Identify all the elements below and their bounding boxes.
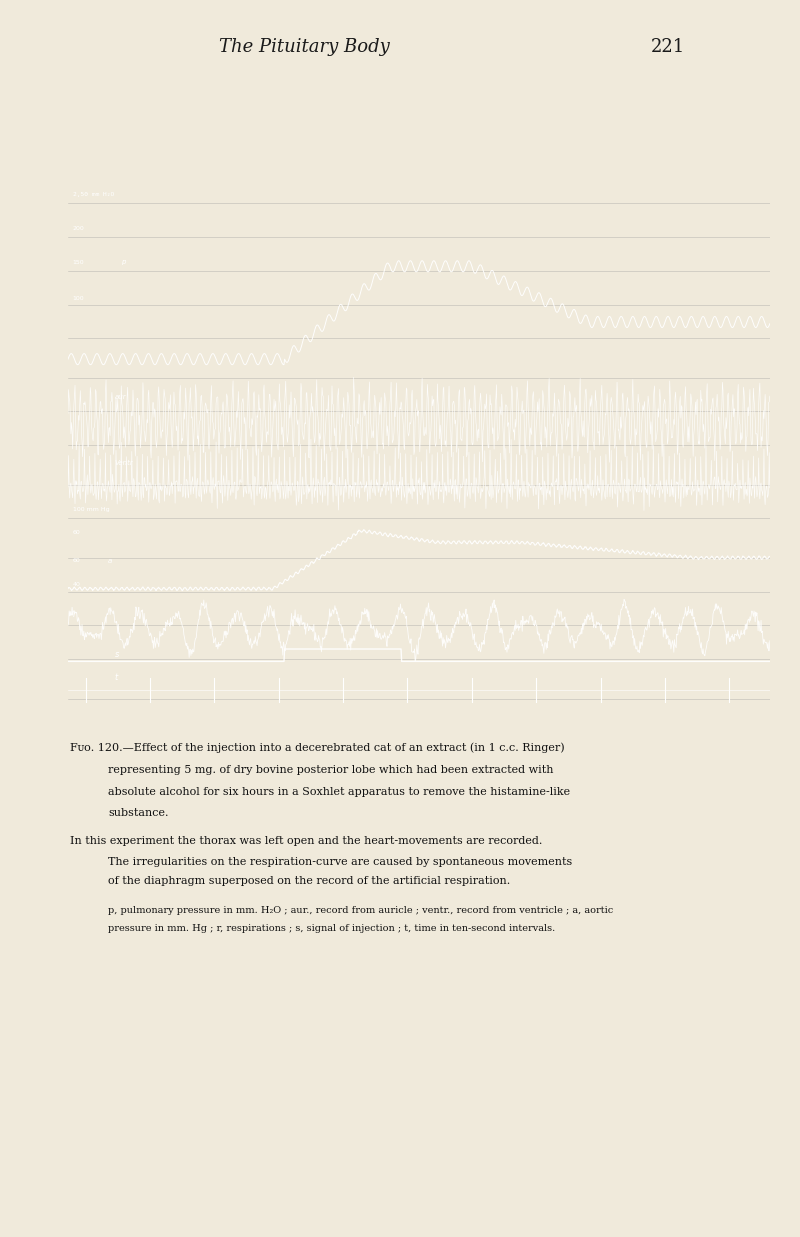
Text: The Pituitary Body: The Pituitary Body (218, 38, 390, 56)
Text: absolute alcohol for six hours in a Soxhlet apparatus to remove the histamine-li: absolute alcohol for six hours in a Soxh… (108, 788, 570, 798)
Text: pressure in mm. Hg ; r, respirations ; s, signal of injection ; t, time in ten-s: pressure in mm. Hg ; r, respirations ; s… (108, 924, 555, 934)
Text: 100: 100 (73, 297, 84, 302)
Text: substance.: substance. (108, 809, 169, 819)
Text: 100 mm Hg: 100 mm Hg (73, 507, 110, 512)
Text: 200: 200 (73, 226, 85, 231)
Text: 2,50 mm H₂O: 2,50 mm H₂O (73, 192, 114, 197)
Text: s: s (115, 651, 119, 659)
Text: representing 5 mg. of dry bovine posterior lobe which had been extracted with: representing 5 mg. of dry bovine posteri… (108, 766, 554, 776)
Text: The irregularities on the respiration-curve are caused by spontaneous movements: The irregularities on the respiration-cu… (108, 857, 572, 867)
Text: of the diaphragm superposed on the record of the artificial respiration.: of the diaphragm superposed on the recor… (108, 877, 510, 887)
Text: 40: 40 (73, 583, 81, 588)
Text: 221: 221 (651, 38, 685, 56)
Text: aur: aur (115, 393, 126, 400)
Text: t: t (115, 673, 118, 682)
Text: 150: 150 (73, 260, 84, 265)
Text: 60: 60 (73, 529, 81, 534)
Text: a: a (108, 558, 112, 564)
Text: p, pulmonary pressure in mm. H₂O ; aur., record from auricle ; ventr., record fr: p, pulmonary pressure in mm. H₂O ; aur.,… (108, 905, 614, 915)
Text: 60: 60 (73, 558, 81, 563)
Text: r: r (73, 610, 76, 618)
Text: In this experiment the thorax was left open and the heart-movements are recorded: In this experiment the thorax was left o… (70, 836, 542, 846)
Text: Fᴜᴏ. 120.—Effect of the injection into a decerebrated cat of an extract (in 1 c.: Fᴜᴏ. 120.—Effect of the injection into a… (70, 742, 565, 753)
Text: Ventr: Ventr (115, 460, 134, 466)
Text: p: p (121, 260, 125, 266)
